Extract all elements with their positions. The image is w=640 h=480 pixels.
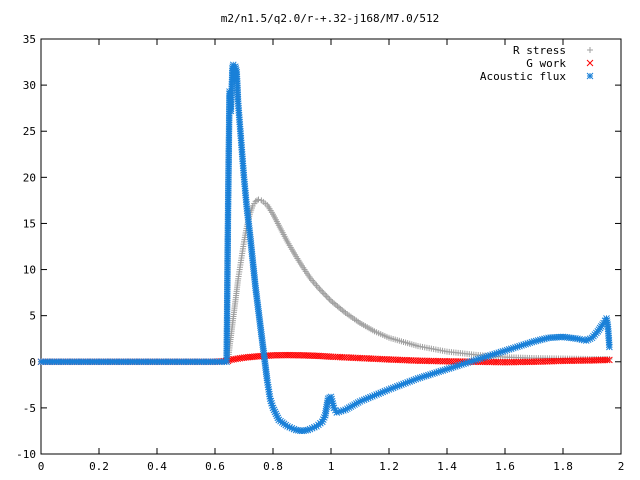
- data-point: [606, 343, 613, 351]
- y-tick-label: 5: [29, 310, 36, 323]
- legend-label: Acoustic flux: [480, 70, 566, 83]
- axis-ticks: 0 0.2 0.4 0.6 0.8 1 1.2 1.4 1.6 1.8 2 -10 -5 0 5 10 15 20…: [16, 33, 624, 473]
- data-point: [322, 291, 329, 298]
- data-point: [325, 294, 332, 301]
- y-tick-label: 20: [23, 171, 36, 184]
- plot-frame: [40, 38, 622, 455]
- x-tick-label: 1.2: [379, 460, 399, 473]
- y-tick-label: 35: [23, 33, 36, 46]
- data-point: [316, 285, 323, 292]
- y-tick-label: 0: [29, 356, 36, 369]
- chart-title: m2/n1.5/q2.0/r-+.32-j168/M7.0/512: [221, 12, 440, 25]
- data-point: [603, 356, 611, 364]
- x-tick-label: 1.8: [553, 460, 573, 473]
- x-tick-label: 0: [38, 460, 45, 473]
- legend-marker: [587, 47, 593, 53]
- x-tick-label: 0.6: [205, 460, 225, 473]
- y-tick-label: -10: [16, 448, 36, 461]
- y-tick-label: 15: [23, 217, 36, 230]
- series-1: [37, 351, 613, 366]
- data-point: [606, 356, 613, 363]
- legend-label: G work: [526, 57, 566, 70]
- x-tick-label: 1.4: [437, 460, 457, 473]
- data-point: [323, 293, 330, 300]
- x-tick-label: 0.8: [263, 460, 283, 473]
- legend-marker: [586, 72, 594, 80]
- series-0: [38, 196, 613, 365]
- data-point: [317, 287, 324, 294]
- data-point: [319, 288, 326, 295]
- x-tick-label: 1.6: [495, 460, 515, 473]
- series-2: [37, 61, 613, 435]
- data-point: [255, 196, 262, 203]
- y-tick-label: 30: [23, 79, 36, 92]
- x-tick-label: 1: [328, 460, 335, 473]
- data-point: [606, 356, 613, 364]
- y-tick-label: 10: [23, 264, 36, 277]
- data-point: [320, 290, 327, 297]
- chart-marks: [37, 61, 613, 435]
- legend-label: R stress: [513, 44, 566, 57]
- y-tick-label: 25: [23, 125, 36, 138]
- x-tick-label: 0.2: [89, 460, 109, 473]
- legend-marker: [586, 59, 594, 67]
- x-tick-label: 2: [618, 460, 625, 473]
- y-tick-label: -5: [23, 402, 36, 415]
- x-tick-label: 0.4: [147, 460, 167, 473]
- data-point: [326, 296, 333, 303]
